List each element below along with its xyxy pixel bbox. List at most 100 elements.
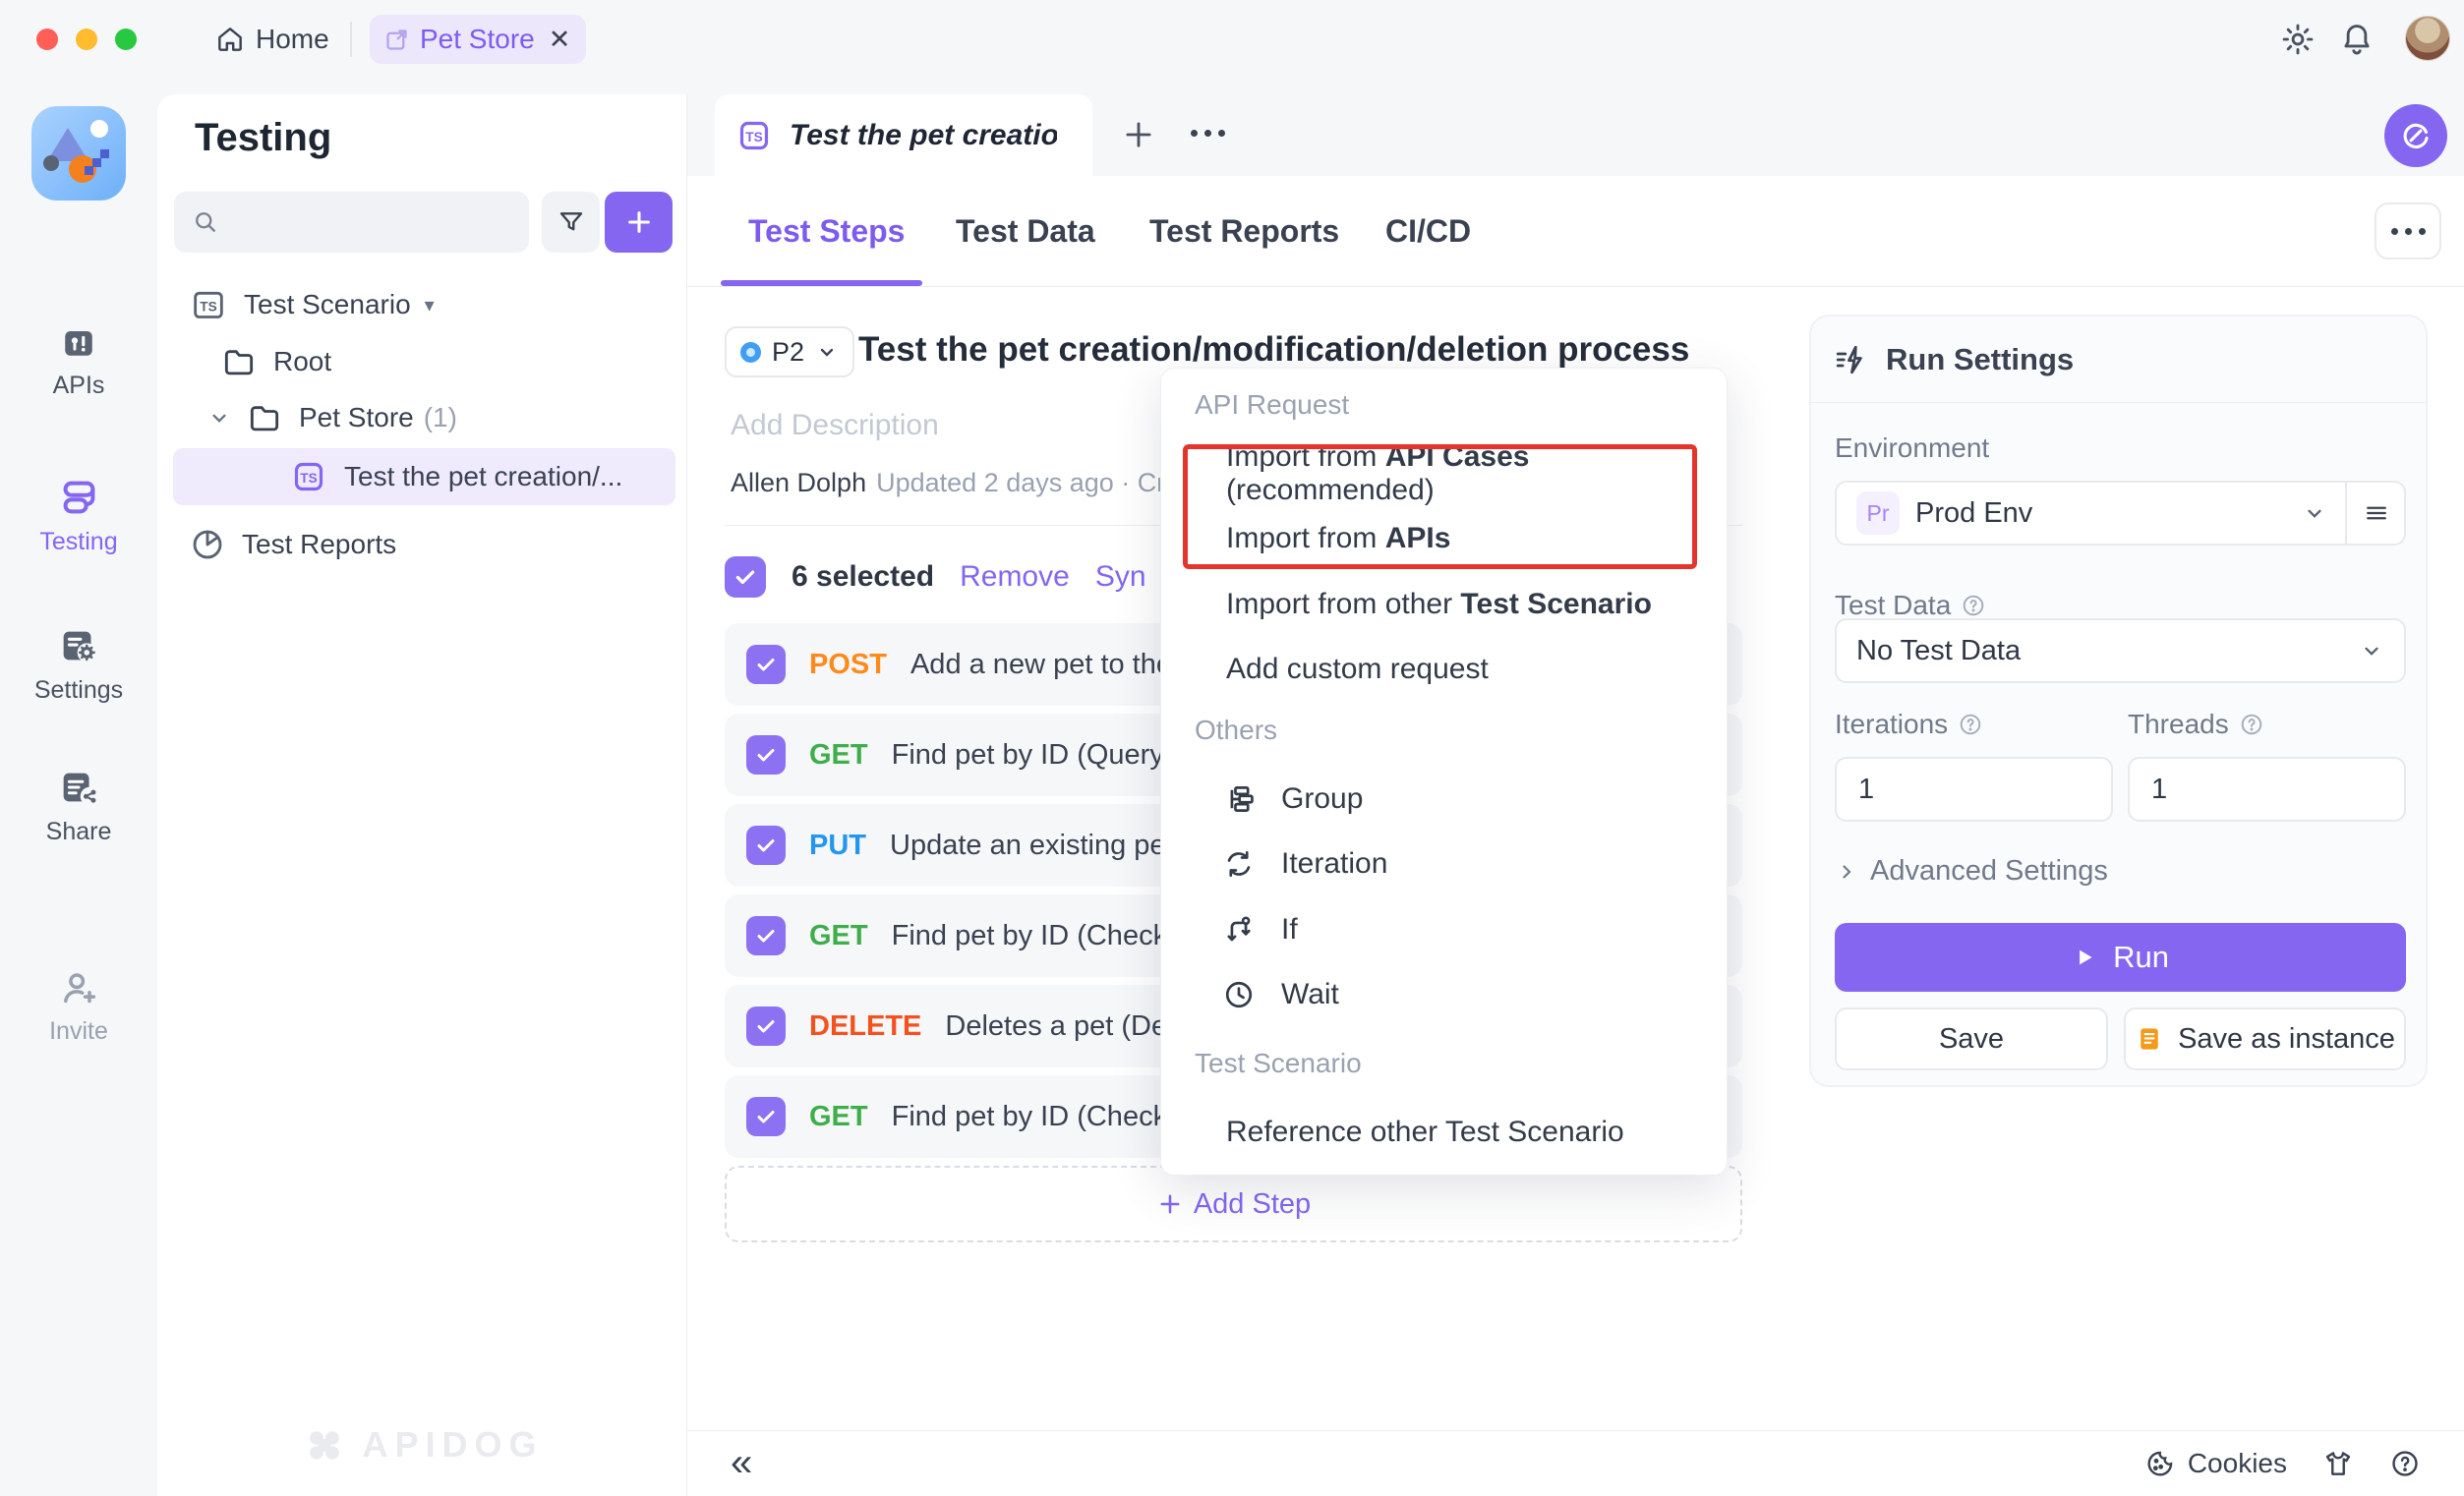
- tab-list-more-button[interactable]: [1191, 130, 1225, 137]
- run-button[interactable]: Run: [1835, 923, 2406, 992]
- menu-item-iteration[interactable]: Iteration: [1161, 833, 1729, 895]
- advanced-settings-toggle[interactable]: Advanced Settings: [1835, 855, 2108, 888]
- help-icon[interactable]: [2239, 712, 2264, 737]
- search-bar[interactable]: [174, 192, 529, 253]
- tab-cicd[interactable]: CI/CD: [1385, 212, 1472, 249]
- app-logo[interactable]: [31, 106, 126, 201]
- menu-item-import-apis[interactable]: Import from APIs: [1226, 522, 1451, 554]
- document-tab[interactable]: TS Test the pet creation: [715, 94, 1092, 177]
- panel-title: Run Settings: [1886, 341, 2075, 376]
- step-checkbox[interactable]: [746, 735, 786, 775]
- minimize-window-button[interactable]: [76, 29, 97, 50]
- test-data-select[interactable]: No Test Data: [1835, 618, 2406, 683]
- chevron-right-icon: [1843, 864, 1851, 879]
- folder-count: (1): [423, 402, 457, 432]
- sidebar-item-testing[interactable]: Testing: [0, 475, 157, 556]
- user-avatar[interactable]: [2405, 16, 2450, 61]
- remove-button[interactable]: Remove: [960, 560, 1070, 593]
- tree-item-test-reports[interactable]: Test Reports: [157, 517, 687, 572]
- tree-item-pet-store-folder[interactable]: Pet Store (1): [157, 390, 687, 445]
- tree-item-label: Pet Store: [299, 402, 414, 432]
- menu-item-wait[interactable]: Wait: [1161, 963, 1729, 1026]
- new-scenario-button[interactable]: [605, 192, 673, 253]
- tree-item-selected-scenario[interactable]: TS Test the pet creation/...: [173, 448, 675, 505]
- tab-test-reports[interactable]: Test Reports: [1149, 212, 1340, 249]
- priority-p2-icon: [740, 341, 761, 363]
- tree-item-label: Test Scenario: [244, 289, 411, 319]
- method-badge: GET: [809, 919, 868, 951]
- sync-button[interactable]: Syn: [1094, 560, 1146, 593]
- sidebar-item-share[interactable]: Share: [0, 765, 157, 846]
- menu-item-add-custom-request[interactable]: Add custom request: [1226, 653, 1489, 685]
- iterations-input[interactable]: [1835, 757, 2113, 822]
- updated-text: Updated 2 days ago · Cre: [876, 468, 1181, 497]
- save-button[interactable]: Save: [1835, 1007, 2108, 1070]
- connection-status-button[interactable]: [2384, 104, 2447, 167]
- chevron-down-icon: [2365, 647, 2378, 656]
- document-tab-title: Test the pet creation: [790, 119, 1057, 151]
- menu-item-if[interactable]: If: [1161, 898, 1729, 961]
- maximize-window-button[interactable]: [115, 29, 137, 50]
- invite-button[interactable]: Invite: [0, 966, 157, 1046]
- sidebar-item-settings[interactable]: Settings: [0, 623, 157, 705]
- close-window-button[interactable]: [36, 29, 58, 50]
- method-badge: GET: [809, 738, 868, 771]
- menu-item-import-other-scenario[interactable]: Import from other Test Scenario: [1226, 588, 1652, 620]
- svg-text:TS: TS: [300, 471, 317, 486]
- cookie-icon: [2147, 1451, 2173, 1476]
- selection-toolbar: 6 selected Remove Syn: [725, 549, 1742, 604]
- cookies-button[interactable]: Cookies: [2144, 1448, 2287, 1479]
- menu-section-api-request: API Request: [1195, 389, 1350, 420]
- step-checkbox[interactable]: [746, 1007, 786, 1046]
- search-input[interactable]: [231, 206, 511, 238]
- help-button[interactable]: [2389, 1448, 2421, 1479]
- sync-circle-icon: [2403, 123, 2429, 148]
- filter-button[interactable]: [542, 192, 600, 253]
- svg-text:TS: TS: [200, 299, 216, 314]
- notifications-bell-button[interactable]: [2338, 21, 2376, 58]
- environment-manage-button[interactable]: [2345, 481, 2406, 546]
- folder-icon: [246, 399, 283, 436]
- folder-icon: [220, 343, 258, 380]
- new-tab-button[interactable]: [1120, 116, 1157, 153]
- sidebar-item-apis[interactable]: APIs: [0, 320, 157, 400]
- tree-item-test-scenario[interactable]: TS Test Scenario ▾: [157, 277, 687, 332]
- select-all-checkbox[interactable]: [725, 556, 766, 598]
- priority-select[interactable]: P2: [725, 326, 855, 377]
- save-as-instance-button[interactable]: Save as instance: [2124, 1007, 2406, 1070]
- home-button[interactable]: Home: [214, 20, 329, 59]
- sidebar-item-label: APIs: [52, 372, 105, 399]
- method-badge: POST: [809, 648, 887, 680]
- step-checkbox[interactable]: [746, 916, 786, 955]
- menu-item-group[interactable]: Group: [1161, 768, 1729, 831]
- home-icon: [214, 24, 246, 55]
- scenario-title[interactable]: Test the pet creation/modification/delet…: [858, 330, 1690, 369]
- chevron-down-icon[interactable]: [206, 405, 232, 431]
- plus-icon: [1160, 1194, 1180, 1214]
- settings-gear-button[interactable]: [2279, 21, 2317, 58]
- help-icon[interactable]: [1958, 712, 1983, 737]
- tree-item-label: Test Reports: [242, 529, 397, 559]
- help-icon[interactable]: [1961, 593, 1986, 618]
- workspace-tab-pet-store[interactable]: Pet Store ✕: [370, 15, 587, 64]
- step-checkbox[interactable]: [746, 645, 786, 684]
- collapse-sidebar-button[interactable]: «: [731, 1441, 753, 1484]
- scenario-more-button[interactable]: [2375, 202, 2441, 259]
- step-checkbox[interactable]: [746, 826, 786, 865]
- description-placeholder[interactable]: Add Description: [731, 409, 939, 441]
- tab-test-data[interactable]: Test Data: [956, 212, 1095, 249]
- tab-test-steps[interactable]: Test Steps: [748, 212, 906, 249]
- threads-input[interactable]: [2128, 757, 2406, 822]
- tree-item-root-folder[interactable]: Root: [157, 334, 687, 389]
- method-badge: DELETE: [809, 1009, 922, 1042]
- menu-item-import-api-cases[interactable]: Import from API Cases (recommended): [1226, 440, 1530, 506]
- environment-select[interactable]: Pr Prod Env: [1835, 481, 2406, 546]
- page-title: Testing: [195, 116, 332, 159]
- close-workspace-icon[interactable]: ✕: [548, 24, 571, 54]
- theme-shirt-button[interactable]: [2322, 1448, 2354, 1479]
- add-step-button[interactable]: Add Step: [725, 1166, 1742, 1242]
- caret-down-icon[interactable]: ▾: [424, 294, 435, 316]
- step-checkbox[interactable]: [746, 1097, 786, 1136]
- menu-item-reference-scenario[interactable]: Reference other Test Scenario: [1226, 1116, 1624, 1148]
